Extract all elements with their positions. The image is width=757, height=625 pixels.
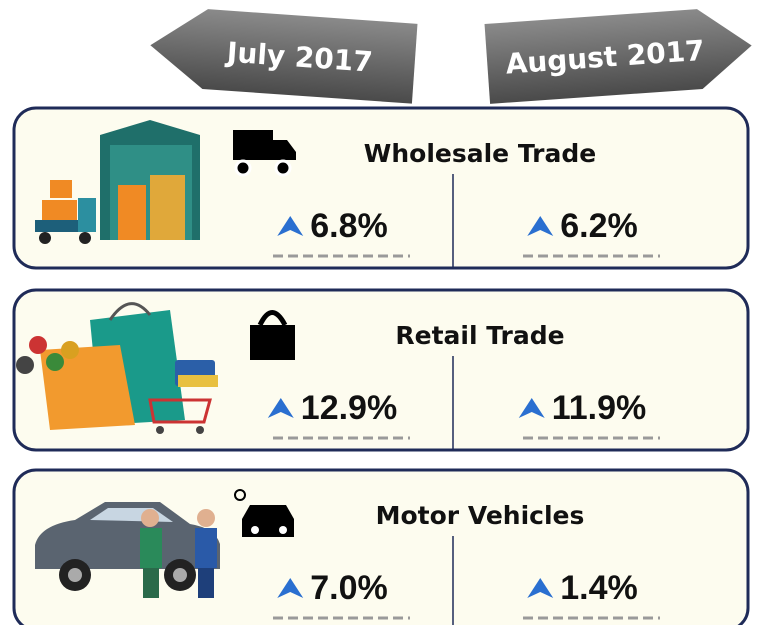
period-banner: July 2017	[148, 5, 418, 103]
growth-value: 11.9%	[552, 389, 647, 427]
growth-value: 6.2%	[560, 207, 638, 245]
sector-name: Wholesale Trade	[364, 139, 596, 168]
growth-value: 7.0%	[310, 569, 388, 607]
growth-value: 12.9%	[301, 389, 397, 427]
period-banner: August 2017	[485, 6, 755, 104]
sector-name: Motor Vehicles	[376, 501, 585, 530]
infographic: July 2017 August 2017 Wholesale Trade 6.8…	[0, 0, 757, 625]
growth-value: 1.4%	[560, 569, 638, 607]
growth-value: 6.8%	[310, 207, 388, 245]
sector-name: Retail Trade	[395, 321, 564, 350]
